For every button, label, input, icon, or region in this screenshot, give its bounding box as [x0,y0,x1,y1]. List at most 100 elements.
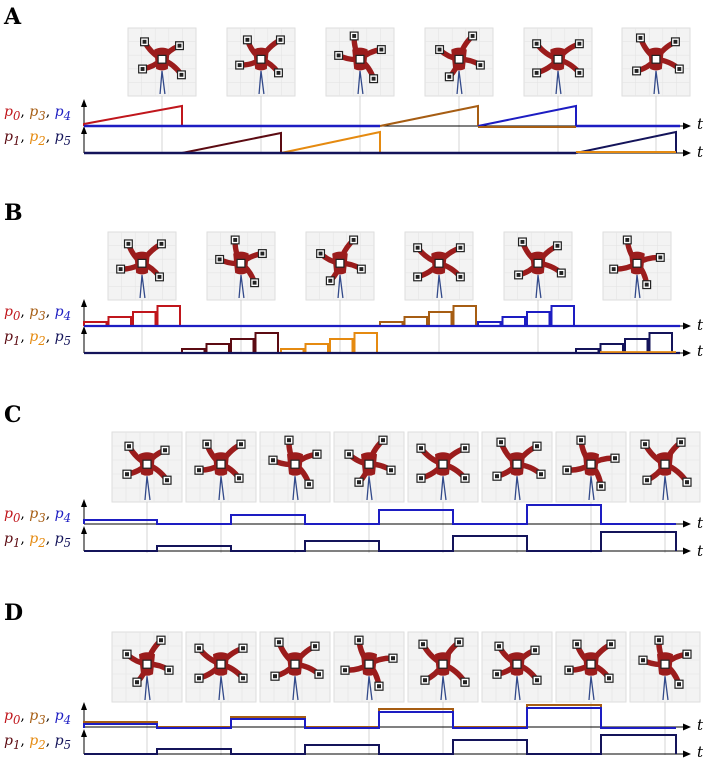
tag-marker-inner [658,255,663,260]
tag-marker [216,659,226,669]
step-p0 [132,311,157,326]
tag-marker-inner [233,238,238,242]
robot-frame [481,631,553,703]
time-label: t [697,342,703,360]
tether [159,70,166,95]
square-wave-lower [84,531,677,552]
robot-frame [185,631,257,703]
robot-frame [602,231,672,301]
sig-p0: p0 [4,104,21,123]
tag-marker-inner [126,241,131,246]
ramp-p0 [83,104,183,126]
step-p5 [599,343,624,353]
tag-marker-inner [239,442,243,447]
tag-marker-inner [677,67,682,71]
tag-marker-inner [118,267,123,272]
tag-marker-inner [317,672,321,677]
panel-label-b: B [4,200,23,226]
tether [366,676,373,701]
signal-label-lower-b: p1, p2, p5 [4,329,71,348]
tether [588,476,595,501]
tether [662,476,669,501]
robot-frame [621,27,691,97]
time-label: t [697,743,703,761]
tether [662,676,669,701]
tag-marker-inner [533,648,537,653]
tag-marker-inner [458,274,463,279]
tether [436,274,443,299]
tag-marker-inner [535,444,539,449]
sig-p1: p1 [4,129,21,148]
value-axis-arrow [81,702,87,710]
tag-marker-inner [127,444,131,449]
tag-marker-inner [157,274,162,279]
robot-frame [629,431,701,503]
step-p4 [477,321,502,326]
panel-label-a: A [4,4,22,30]
tag-marker-inner [347,452,351,457]
tag-marker-inner [241,646,245,651]
robot-frame [305,231,375,301]
tag-marker [512,459,522,469]
tag-marker-inner [276,70,281,75]
tag-marker-inner [328,278,333,283]
tag-marker-inner [278,37,283,42]
time-label: t [697,514,703,532]
tag-marker-inner [575,642,579,647]
robot-frame [424,27,494,97]
tag-marker [434,258,444,268]
tag-marker [651,54,661,64]
tag-marker-inner [371,76,376,81]
ramp-p3 [379,104,479,127]
tag-marker-inner [577,41,582,46]
tag-marker-inner [318,251,323,256]
robot-frame [629,631,701,703]
tag-marker [454,54,464,64]
tether [440,476,447,501]
step-p5 [624,338,649,353]
tag-marker-inner [379,47,384,52]
tag-marker-inner [539,472,543,477]
tag-marker-inner [389,468,393,473]
tag-marker [142,659,152,669]
tag-marker-inner [559,271,564,275]
step-p2 [329,338,354,353]
tether [292,676,299,701]
tag-marker [335,258,345,268]
tag-marker-inner [260,251,265,256]
tag-marker [157,54,167,64]
robot-frame [555,631,627,703]
tag-marker-inner [577,70,582,75]
tag-marker-inner [463,446,467,451]
tag-marker [216,459,226,469]
tether [357,70,364,95]
robot-frame [127,27,197,97]
tether [555,70,562,95]
tether [440,676,447,701]
tag-marker-inner [125,652,129,657]
tag-marker-inner [167,668,171,673]
step-p4 [501,316,526,326]
value-axis-arrow [81,526,87,534]
robot-frame [259,631,331,703]
step-p5 [575,348,600,353]
step-p1 [205,343,230,353]
time-axis-arrow [683,750,691,758]
tag-marker-inner [179,72,184,77]
value-axis-arrow [81,126,87,134]
tag-marker-inner [140,67,145,71]
tag-marker-inner [159,638,163,643]
tag-marker [632,258,642,268]
tag-marker-inner [516,272,521,277]
tag-marker-inner [643,442,647,447]
tag-marker-inner [685,480,689,485]
time-label: t [697,716,703,734]
step-p2 [304,343,329,353]
tag-marker [533,258,543,268]
tag-marker [256,54,266,64]
tag-marker [512,659,522,669]
tag-marker-inner [313,644,317,649]
tag-marker-inner [135,680,139,685]
tag-marker-inner [555,243,560,248]
tether [258,70,265,95]
